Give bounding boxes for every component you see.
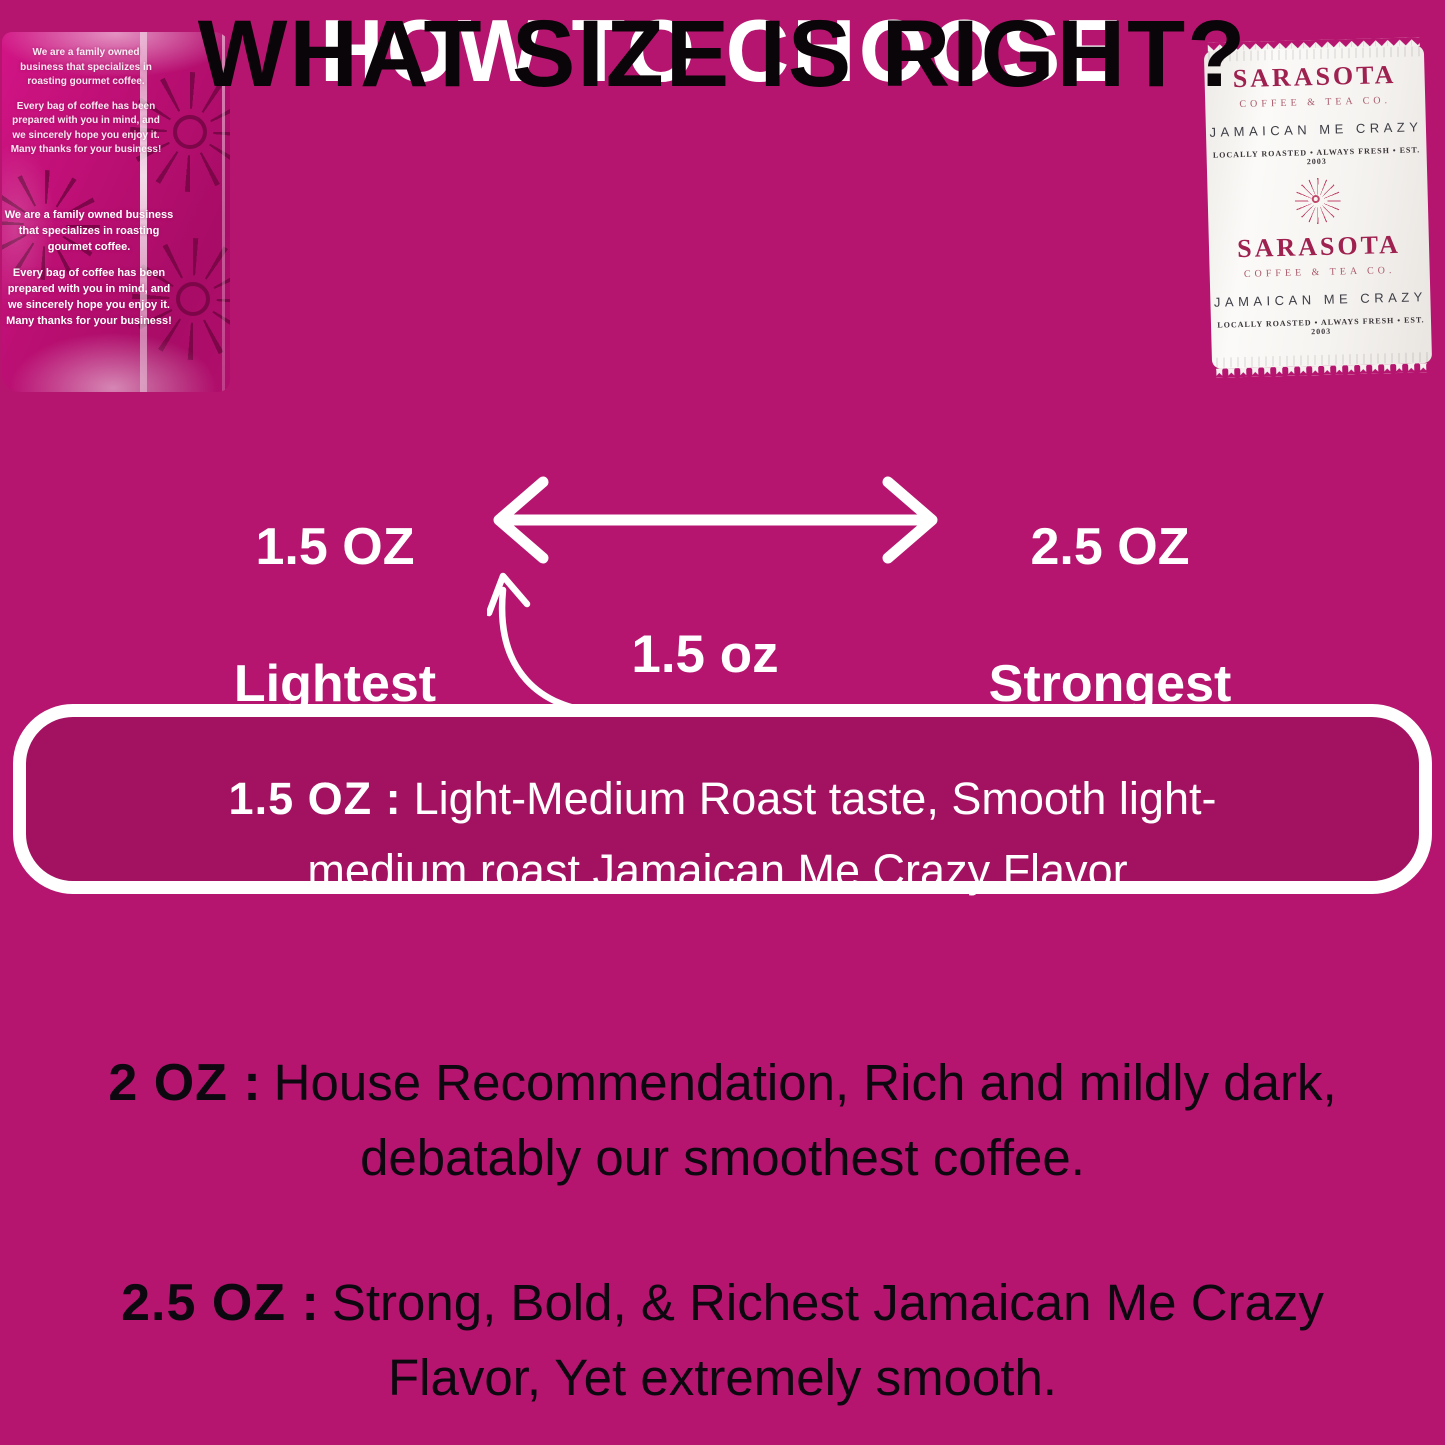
bag-text-block: We are a family owned business that spec… <box>4 208 174 340</box>
brand-name: SARASOTA <box>1236 229 1402 264</box>
size-name-2-5oz: 2.5 OZ : <box>121 1273 320 1332</box>
bag-text-block: We are a family owned business that spec… <box>10 46 162 168</box>
brand-subtitle: COFFEE & TEA CO. <box>1243 264 1396 280</box>
bag-blurb-prepared: Every bag of coffee has been prepared wi… <box>10 100 162 156</box>
size-name-1-5oz: 1.5 OZ : <box>228 773 402 825</box>
size-text-2oz: House Recommendation, Rich and mildly da… <box>273 1053 1337 1187</box>
size-text-1-5oz: Light-Medium Roast taste, Smooth light- … <box>307 773 1217 896</box>
scale-left-size: 1.5 OZ <box>255 517 415 576</box>
bag-blurb-family: We are a family owned business that spec… <box>20 47 152 87</box>
scale-right-label: 2.5 OZ Strongest <box>950 444 1270 787</box>
brand-tagline: LOCALLY ROASTED • ALWAYS FRESH • EST. 20… <box>1212 145 1421 167</box>
sun-rays-icon <box>176 282 210 316</box>
size-option-box-1-5oz: 1.5 OZ : Light-Medium Roast taste, Smooth… <box>13 704 1432 896</box>
size-description-1-5oz: 1.5 OZ : Light-Medium Roast taste, Smooth… <box>199 692 1247 905</box>
bag-blurb-prepared: Every bag of coffee has been prepared wi… <box>6 266 172 327</box>
packet-label-bottom: SARASOTA COFFEE & TEA CO. JAMAICAN ME CR… <box>1207 229 1434 339</box>
size-name-2oz: 2 OZ : <box>108 1053 262 1112</box>
size-description-2-5oz: 2.5 OZ : Strong, Bold, & Richest Jamaican… <box>40 1192 1405 1415</box>
bag-blurb-family: We are a family owned business that spec… <box>4 209 174 253</box>
headline-line2: WHAT SIZE IS RIGHT? <box>197 1 1248 107</box>
bag-edge-highlight <box>222 32 225 392</box>
pointer-size-label: 1.5 oz <box>631 625 779 684</box>
flavor-name: JAMAICAN ME CRAZY <box>1209 119 1423 140</box>
headline-line1: HOW TO CHOOSE <box>320 1 1125 100</box>
flavor-name: JAMAICAN ME CRAZY <box>1213 289 1428 310</box>
scale-right-size: 2.5 OZ <box>1030 517 1190 576</box>
sun-rays-icon <box>173 115 207 149</box>
scale-right-word: Strongest <box>988 654 1232 713</box>
size-text-2-5oz: Strong, Bold, & Richest Jamaican Me Craz… <box>331 1273 1324 1407</box>
bag-seal-seam <box>140 32 147 392</box>
double-arrow-icon <box>493 476 938 564</box>
sun-rays-icon <box>2 170 100 280</box>
size-description-2oz: 2 OZ : House Recommendation, Rich and mil… <box>40 972 1405 1195</box>
scale-left-label: 1.5 OZ Lightest <box>175 444 495 787</box>
scale-left-word: Lightest <box>233 654 437 713</box>
sunburst-icon <box>1294 177 1342 225</box>
